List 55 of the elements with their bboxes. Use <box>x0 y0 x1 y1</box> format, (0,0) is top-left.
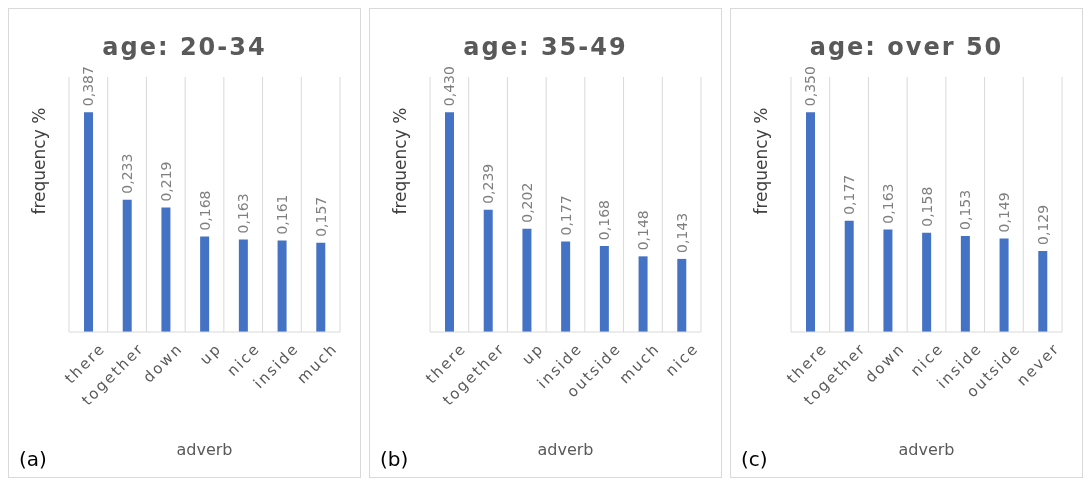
bar <box>122 199 132 332</box>
data-label: 0,387 <box>80 66 97 107</box>
data-label: 0,168 <box>196 190 213 231</box>
bar <box>200 236 210 332</box>
data-label: 0,161 <box>274 194 291 235</box>
bar <box>960 235 970 332</box>
data-label: 0,158 <box>918 186 935 227</box>
bar <box>599 246 609 332</box>
data-label: 0,157 <box>312 196 329 237</box>
data-label: 0,177 <box>841 174 858 215</box>
bar <box>445 112 454 332</box>
chart-title: age: 20-34 <box>101 33 268 63</box>
data-label: 0,350 <box>802 66 819 107</box>
data-label: 0,202 <box>518 182 535 223</box>
bar <box>638 256 648 332</box>
x-tick-label: up <box>196 339 226 369</box>
data-label: 0,239 <box>480 163 497 204</box>
x-axis-title: adverb <box>537 440 594 459</box>
data-label: 0,233 <box>119 153 136 194</box>
bar <box>522 228 532 332</box>
chart-title: age: 35-49 <box>462 33 629 63</box>
data-label: 0,149 <box>996 192 1013 233</box>
data-label: 0,153 <box>957 189 974 230</box>
text: (c) <box>741 447 768 471</box>
x-axis-title: adverb <box>898 440 955 459</box>
data-label: 0,163 <box>879 183 896 224</box>
data-label: 0,163 <box>235 193 252 234</box>
bar <box>922 232 932 332</box>
data-label: 0,168 <box>596 200 613 241</box>
bar <box>1038 250 1048 332</box>
bar <box>483 209 493 332</box>
text: (a) <box>19 447 47 471</box>
y-axis-title: frequency % <box>390 107 411 215</box>
chart-title: age: over 50 <box>808 33 1005 63</box>
bar <box>844 220 854 332</box>
data-label: 0,219 <box>157 161 174 202</box>
bar <box>806 112 815 332</box>
text: (b) <box>380 447 409 471</box>
bar <box>883 229 893 332</box>
bar <box>677 258 687 332</box>
data-label: 0,430 <box>441 66 458 107</box>
bar <box>561 241 571 332</box>
bar <box>161 207 171 332</box>
bar <box>316 242 326 332</box>
bar <box>999 238 1009 332</box>
data-label: 0,148 <box>635 210 652 251</box>
data-label: 0,129 <box>1034 204 1051 245</box>
data-label: 0,143 <box>673 212 690 253</box>
y-axis-title: frequency % <box>751 107 772 215</box>
bar <box>277 240 287 332</box>
bar <box>238 239 248 332</box>
data-label: 0,177 <box>557 195 574 236</box>
y-axis-title: frequency % <box>29 107 50 215</box>
bar <box>84 112 93 332</box>
x-axis-title: adverb <box>176 440 233 459</box>
